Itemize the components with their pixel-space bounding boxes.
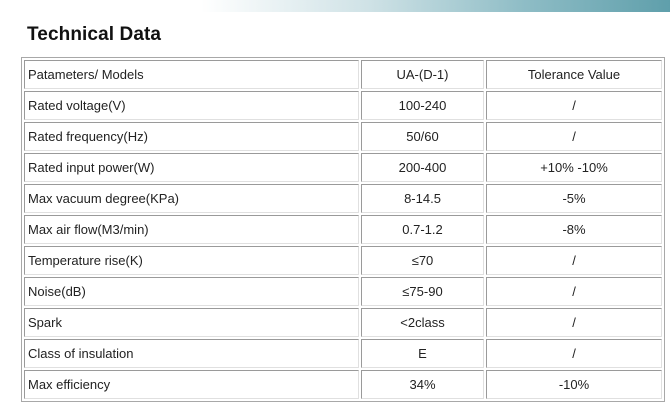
tolerance-cell: -8%	[486, 215, 662, 244]
parameter-cell: Spark	[24, 308, 359, 337]
table-row: Max air flow(M3/min) 0.7-1.2 -8%	[24, 215, 662, 244]
header-parameters: Patameters/ Models	[24, 60, 359, 89]
value-cell: 34%	[361, 370, 484, 399]
decorative-gradient-bar	[0, 0, 670, 12]
value-cell: ≤75-90	[361, 277, 484, 306]
value-cell: 8-14.5	[361, 184, 484, 213]
tolerance-cell: -5%	[486, 184, 662, 213]
table-header-row: Patameters/ Models UA-(D-1) Tolerance Va…	[24, 60, 662, 89]
table-row: Spark <2class /	[24, 308, 662, 337]
page-title: Technical Data	[27, 24, 162, 45]
tolerance-cell: /	[486, 246, 662, 275]
value-cell: ≤70	[361, 246, 484, 275]
tolerance-cell: /	[486, 122, 662, 151]
parameter-cell: Noise(dB)	[24, 277, 359, 306]
value-cell: E	[361, 339, 484, 368]
header-model: UA-(D-1)	[361, 60, 484, 89]
table-row: Noise(dB) ≤75-90 /	[24, 277, 662, 306]
header-tolerance: Tolerance Value	[486, 60, 662, 89]
tolerance-cell: /	[486, 339, 662, 368]
value-cell: <2class	[361, 308, 484, 337]
technical-data-table: Patameters/ Models UA-(D-1) Tolerance Va…	[21, 57, 665, 402]
value-cell: 50/60	[361, 122, 484, 151]
parameter-cell: Temperature rise(K)	[24, 246, 359, 275]
parameter-cell: Max vacuum degree(KPa)	[24, 184, 359, 213]
parameter-cell: Rated frequency(Hz)	[24, 122, 359, 151]
value-cell: 100-240	[361, 91, 484, 120]
table-row: Rated frequency(Hz) 50/60 /	[24, 122, 662, 151]
parameter-cell: Max efficiency	[24, 370, 359, 399]
tolerance-cell: +10% -10%	[486, 153, 662, 182]
table-row: Rated voltage(V) 100-240 /	[24, 91, 662, 120]
parameter-cell: Class of insulation	[24, 339, 359, 368]
table-row: Class of insulation E /	[24, 339, 662, 368]
table-row: Rated input power(W) 200-400 +10% -10%	[24, 153, 662, 182]
table-row: Temperature rise(K) ≤70 /	[24, 246, 662, 275]
value-cell: 200-400	[361, 153, 484, 182]
parameter-cell: Rated input power(W)	[24, 153, 359, 182]
tolerance-cell: /	[486, 308, 662, 337]
value-cell: 0.7-1.2	[361, 215, 484, 244]
tolerance-cell: /	[486, 277, 662, 306]
parameter-cell: Max air flow(M3/min)	[24, 215, 359, 244]
tolerance-cell: /	[486, 91, 662, 120]
table-row: Max vacuum degree(KPa) 8-14.5 -5%	[24, 184, 662, 213]
table-row: Max efficiency 34% -10%	[24, 370, 662, 399]
tolerance-cell: -10%	[486, 370, 662, 399]
parameter-cell: Rated voltage(V)	[24, 91, 359, 120]
